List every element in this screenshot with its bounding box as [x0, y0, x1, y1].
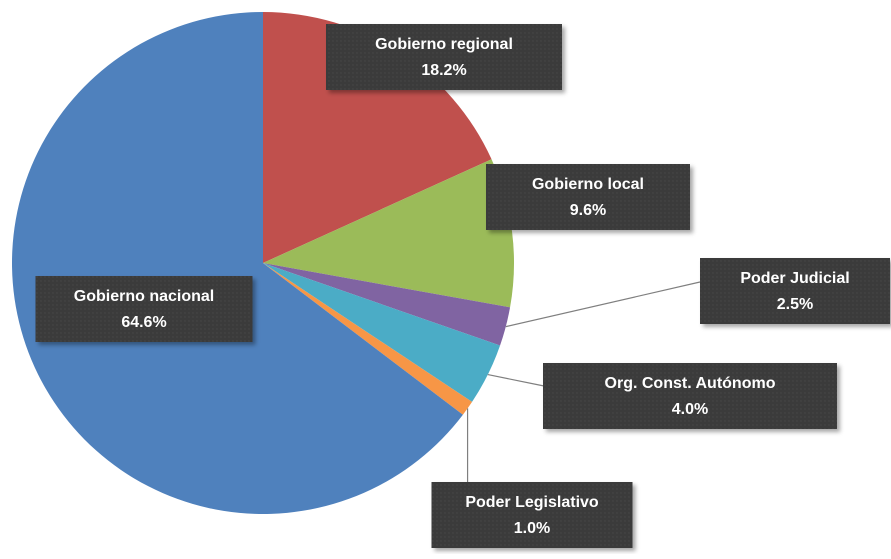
- data-label-value: 9.6%: [570, 202, 606, 219]
- data-label-name: Poder Judicial: [740, 270, 849, 287]
- data-label-box: [700, 258, 890, 324]
- pie-slice: [263, 263, 473, 415]
- data-label-box: [326, 24, 562, 90]
- data-label-name: Gobierno nacional: [74, 288, 214, 305]
- data-label-box: [431, 482, 633, 548]
- data-label-value: 64.6%: [121, 314, 166, 331]
- leader-line: [505, 281, 701, 328]
- pie-slice: [263, 263, 511, 346]
- pie-slice: [11, 12, 463, 514]
- data-label-name: Org. Const. Autónomo: [605, 375, 776, 392]
- pie-slice: [263, 159, 514, 308]
- data-label-value: 2.5%: [777, 296, 813, 313]
- data-label-value: 4.0%: [672, 401, 708, 418]
- data-label-name: Gobierno regional: [375, 36, 513, 53]
- pie-slice: [263, 12, 492, 263]
- data-label-box: [543, 363, 837, 429]
- data-label-name: Poder Legislativo: [465, 494, 599, 511]
- data-label-name: Gobierno local: [532, 176, 644, 193]
- data-label-box: [486, 164, 690, 230]
- data-label-value: 1.0%: [514, 520, 550, 537]
- pie-slice: [263, 263, 501, 402]
- data-label-value: 18.2%: [421, 62, 466, 79]
- data-label-box: [35, 276, 253, 342]
- leader-line: [487, 374, 545, 387]
